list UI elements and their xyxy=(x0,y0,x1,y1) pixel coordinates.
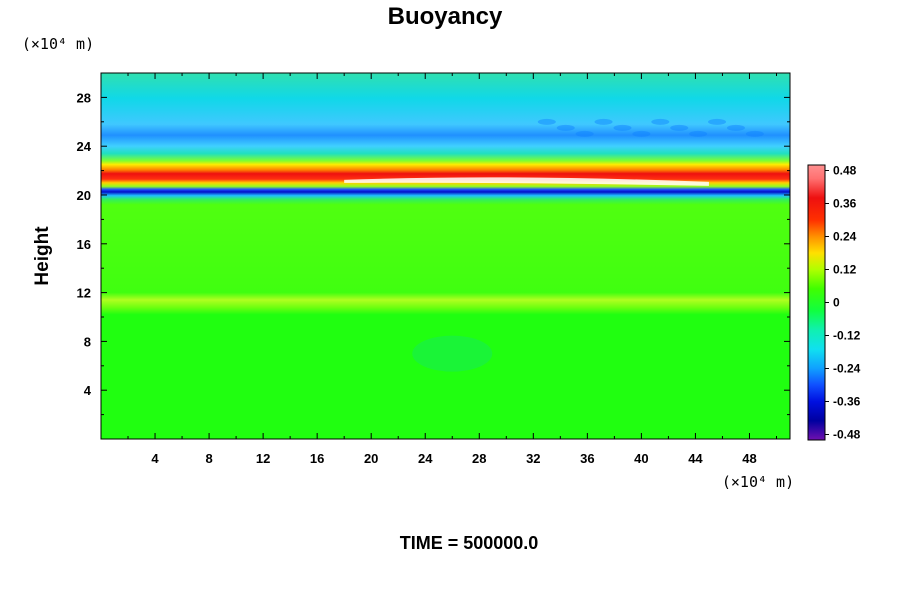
x-axis-ticks: 4 8 12 16 20 24 28 32 36 40 44 48 xyxy=(127,73,777,466)
y-tick-label: 12 xyxy=(77,286,91,301)
x-tick-label: 12 xyxy=(256,451,270,466)
cool-patch xyxy=(412,335,493,372)
wave-texture xyxy=(745,130,764,137)
wave-texture xyxy=(708,118,727,125)
colorbar-tick-label: 0.12 xyxy=(833,263,857,277)
colorbar-tick-label: -0.24 xyxy=(833,362,861,376)
colorbar xyxy=(807,164,826,441)
x-tick-label: 20 xyxy=(364,451,378,466)
peak-core xyxy=(344,177,709,186)
colorbar-tick-label: 0.36 xyxy=(833,197,857,211)
plot-area xyxy=(101,73,790,439)
x-tick-label: 40 xyxy=(634,451,648,466)
y-tick-label: 20 xyxy=(77,188,91,203)
wave-texture xyxy=(726,124,745,131)
x-tick-label: 36 xyxy=(580,451,594,466)
wave-texture xyxy=(651,118,670,125)
colorbar-tick-label: 0.48 xyxy=(833,164,857,178)
y-tick-label: 24 xyxy=(77,139,92,154)
wave-texture xyxy=(575,130,594,137)
field-features xyxy=(344,118,764,372)
y-tick-label: 16 xyxy=(77,237,91,252)
x-tick-label: 8 xyxy=(205,451,212,466)
colorbar-tick-label: 0.24 xyxy=(833,230,857,244)
wave-texture xyxy=(594,118,613,125)
wave-texture xyxy=(670,124,689,131)
y-axis-ticks: 4 8 12 16 20 24 28 xyxy=(77,90,790,416)
wave-texture xyxy=(632,130,651,137)
wave-texture xyxy=(556,124,575,131)
wave-texture xyxy=(613,124,632,131)
x-tick-label: 32 xyxy=(526,451,540,466)
wave-texture xyxy=(537,118,556,125)
y-axis-label: Height xyxy=(32,226,53,286)
x-tick-label: 24 xyxy=(418,451,433,466)
colorbar-tick-label: -0.36 xyxy=(833,395,861,409)
wave-texture xyxy=(689,130,708,137)
x-tick-label: 48 xyxy=(742,451,756,466)
x-tick-label: 28 xyxy=(472,451,486,466)
y-tick-label: 28 xyxy=(77,90,91,105)
plot-frame xyxy=(100,72,791,440)
colorbar-tick-label: -0.48 xyxy=(833,428,861,442)
y-axis-unit: (×10⁴ m) xyxy=(22,35,94,53)
colorbar-tick-label: -0.12 xyxy=(833,329,861,343)
colorbar-ticks: 0.48 0.36 0.24 0.12 0 -0.12 -0.24 -0.36 -0.48 xyxy=(825,164,861,442)
time-label: TIME = 500000.0 xyxy=(400,533,539,553)
x-tick-label: 44 xyxy=(688,451,703,466)
y-tick-label: 8 xyxy=(84,334,91,349)
buoyancy-field xyxy=(101,73,790,439)
chart-title: Buoyancy xyxy=(388,3,503,30)
x-axis-unit: (×10⁴ m) xyxy=(722,473,794,491)
colorbar-tick-label: 0 xyxy=(833,296,840,310)
x-tick-label: 16 xyxy=(310,451,324,466)
x-tick-label: 4 xyxy=(151,451,159,466)
y-tick-label: 4 xyxy=(84,383,92,398)
